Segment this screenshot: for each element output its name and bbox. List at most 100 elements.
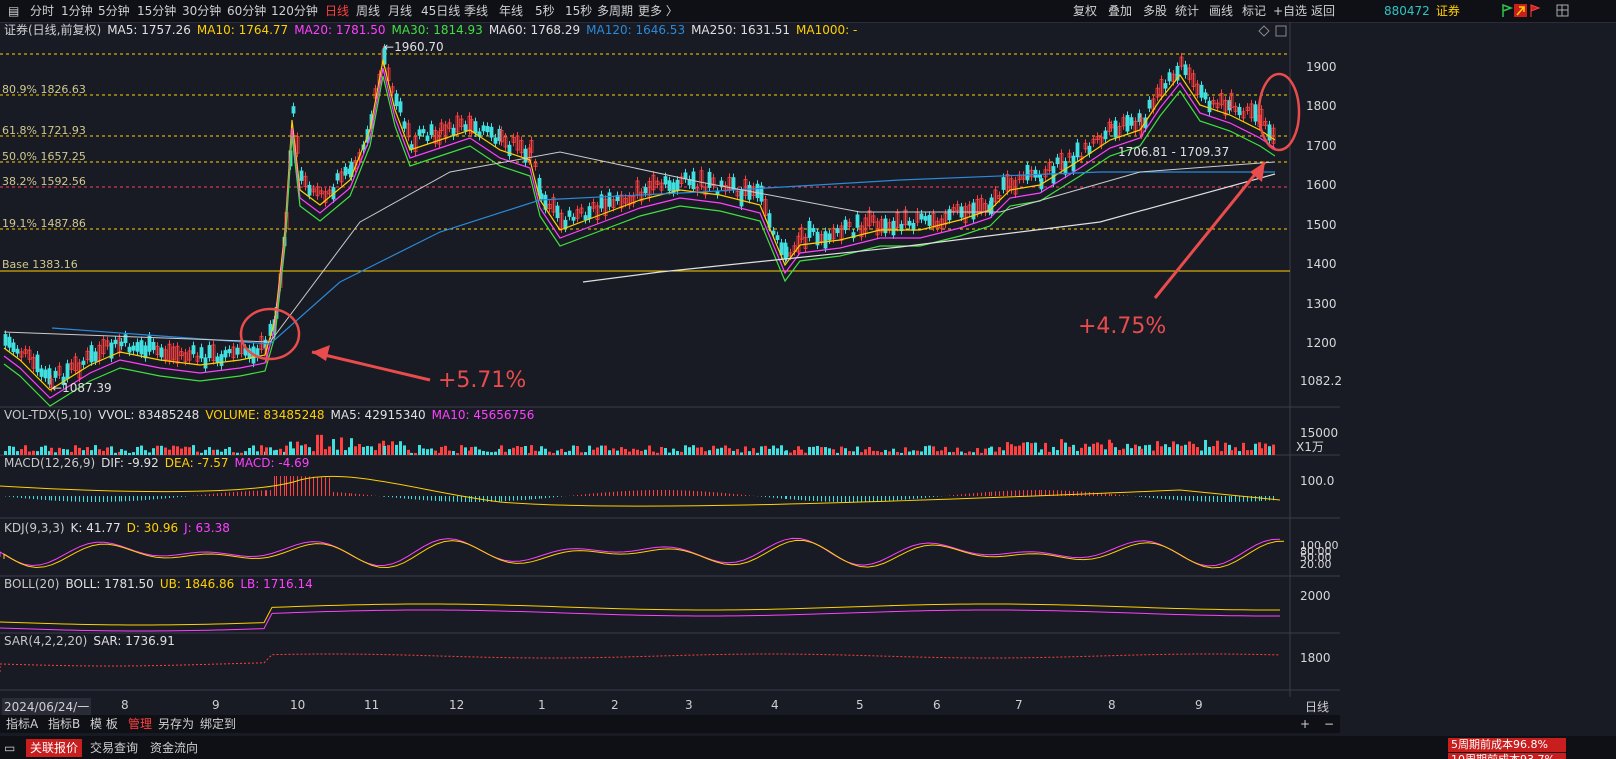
indicator-tab-4[interactable]: 另存为 [158, 717, 195, 731]
toolbar-button-3[interactable]: 统计 [1175, 4, 1200, 18]
indicator-tab-5[interactable]: 绑定到 [200, 717, 237, 731]
price-chart[interactable] [0, 22, 1340, 697]
period-tab-13[interactable]: 5秒 [535, 4, 555, 18]
period-tab-2[interactable]: 5分钟 [98, 4, 130, 18]
volume-bar [708, 450, 711, 455]
candle [223, 350, 228, 358]
volume-bar [884, 449, 887, 455]
zoom-out-button[interactable]: − [1324, 717, 1335, 731]
toolbar-button-0[interactable]: 复权 [1073, 4, 1098, 18]
volume-bar [868, 446, 871, 455]
period-tab-12[interactable]: 年线 [499, 4, 524, 18]
candle [1121, 117, 1126, 127]
period-tab-8[interactable]: 周线 [356, 4, 381, 18]
candle [19, 351, 24, 358]
y-axis-label-5: 1400 [1306, 257, 1337, 271]
flag-red-icon[interactable] [1530, 4, 1541, 17]
candle [743, 179, 748, 196]
fib-level-4: 19.1% 1487.86 [2, 217, 86, 230]
candle [3, 334, 8, 346]
period-tab-3[interactable]: 15分钟 [137, 4, 177, 18]
period-tab-4[interactable]: 30分钟 [182, 4, 222, 18]
candle [843, 219, 848, 231]
candle [73, 356, 78, 372]
indicator-tab-2[interactable]: 模 板 [90, 717, 118, 731]
candle [751, 186, 756, 197]
candle [587, 206, 592, 220]
volume-bar [596, 447, 599, 455]
volume-bar [1238, 451, 1241, 455]
toolbar-button-7[interactable]: 返回 [1311, 4, 1336, 18]
grid-icon[interactable] [1556, 4, 1569, 17]
period-tab-9[interactable]: 月线 [388, 4, 413, 18]
volume-bar [820, 447, 823, 455]
candle [69, 362, 74, 370]
toolbar-button-2[interactable]: 多股 [1143, 4, 1168, 18]
candle [1229, 92, 1234, 109]
candle [1113, 120, 1118, 138]
volume-bar [1026, 442, 1029, 455]
candle [533, 162, 538, 168]
zoom-in-button[interactable]: + [1300, 717, 1311, 731]
arrow-left [311, 350, 431, 382]
candle [299, 170, 304, 181]
indicator-tab-3[interactable]: 管理 [128, 717, 153, 731]
volume-bar [324, 449, 327, 455]
volume-bar [478, 449, 481, 455]
period-tab-16[interactable]: 更多 〉 [638, 4, 678, 18]
boll-value-0: BOLL: 1781.50 [65, 577, 154, 591]
period-tab-0[interactable]: 分时 [30, 4, 55, 18]
period-tab-11[interactable]: 季线 [464, 4, 489, 18]
period-tab-10[interactable]: 45日线 [421, 4, 461, 18]
volume-bar [512, 447, 515, 455]
flag-icon[interactable] [1502, 3, 1514, 17]
candle [353, 160, 358, 169]
volume-bar [668, 452, 671, 455]
candle [1159, 79, 1164, 97]
period-tab-14[interactable]: 15秒 [565, 4, 593, 18]
volume-bar [1080, 447, 1083, 455]
volume-bar [279, 448, 282, 455]
volume-bar [1228, 444, 1231, 455]
menu-icon[interactable]: ▤ [8, 4, 20, 18]
footer-tab-1[interactable]: 交易查询 [90, 741, 139, 755]
volume-bar [470, 447, 473, 455]
volume-bar [1180, 445, 1183, 455]
period-tab-7[interactable]: 日线 [325, 4, 350, 18]
volume-bar [232, 452, 235, 455]
up-arrow-icon[interactable] [1514, 4, 1527, 17]
volume-bar [1038, 452, 1041, 455]
toolbar-button-1[interactable]: 叠加 [1108, 4, 1133, 18]
volume-bar [440, 446, 443, 455]
footer-tab-0[interactable]: 关联报价 [26, 739, 83, 757]
toolbar-button-5[interactable]: 标记 [1242, 4, 1267, 18]
candle [623, 197, 628, 204]
candle [907, 220, 912, 226]
volume-bar [148, 452, 151, 455]
period-tab-6[interactable]: 120分钟 [271, 4, 318, 18]
volume-bar [1118, 450, 1121, 455]
candle [643, 187, 648, 194]
period-tab-15[interactable]: 多周期 [597, 4, 634, 18]
volume-bar [1258, 442, 1261, 455]
candle [191, 345, 196, 355]
period-tab-1[interactable]: 1分钟 [61, 4, 93, 18]
indicator-tab-1[interactable]: 指标B [48, 717, 81, 731]
indicator-tab-0[interactable]: 指标A [6, 717, 39, 731]
candle [515, 135, 520, 151]
candle [899, 223, 904, 232]
maximize-icon[interactable] [1275, 25, 1287, 37]
volume-bar [548, 451, 551, 455]
volume-bar [616, 450, 619, 455]
volume-bar [1212, 446, 1215, 455]
diamond-icon[interactable] [1258, 25, 1270, 37]
toolbar-button-6[interactable]: +自选 [1273, 4, 1308, 18]
panel-toggle-icon[interactable]: ▭ [4, 741, 16, 755]
candle [1175, 65, 1180, 81]
toolbar-button-4[interactable]: 画线 [1209, 4, 1234, 18]
footer-tab-2[interactable]: 资金流向 [150, 741, 199, 755]
period-tab-5[interactable]: 60分钟 [227, 4, 267, 18]
candle [49, 378, 54, 389]
candle [119, 341, 124, 347]
panel-controls [1258, 25, 1287, 37]
